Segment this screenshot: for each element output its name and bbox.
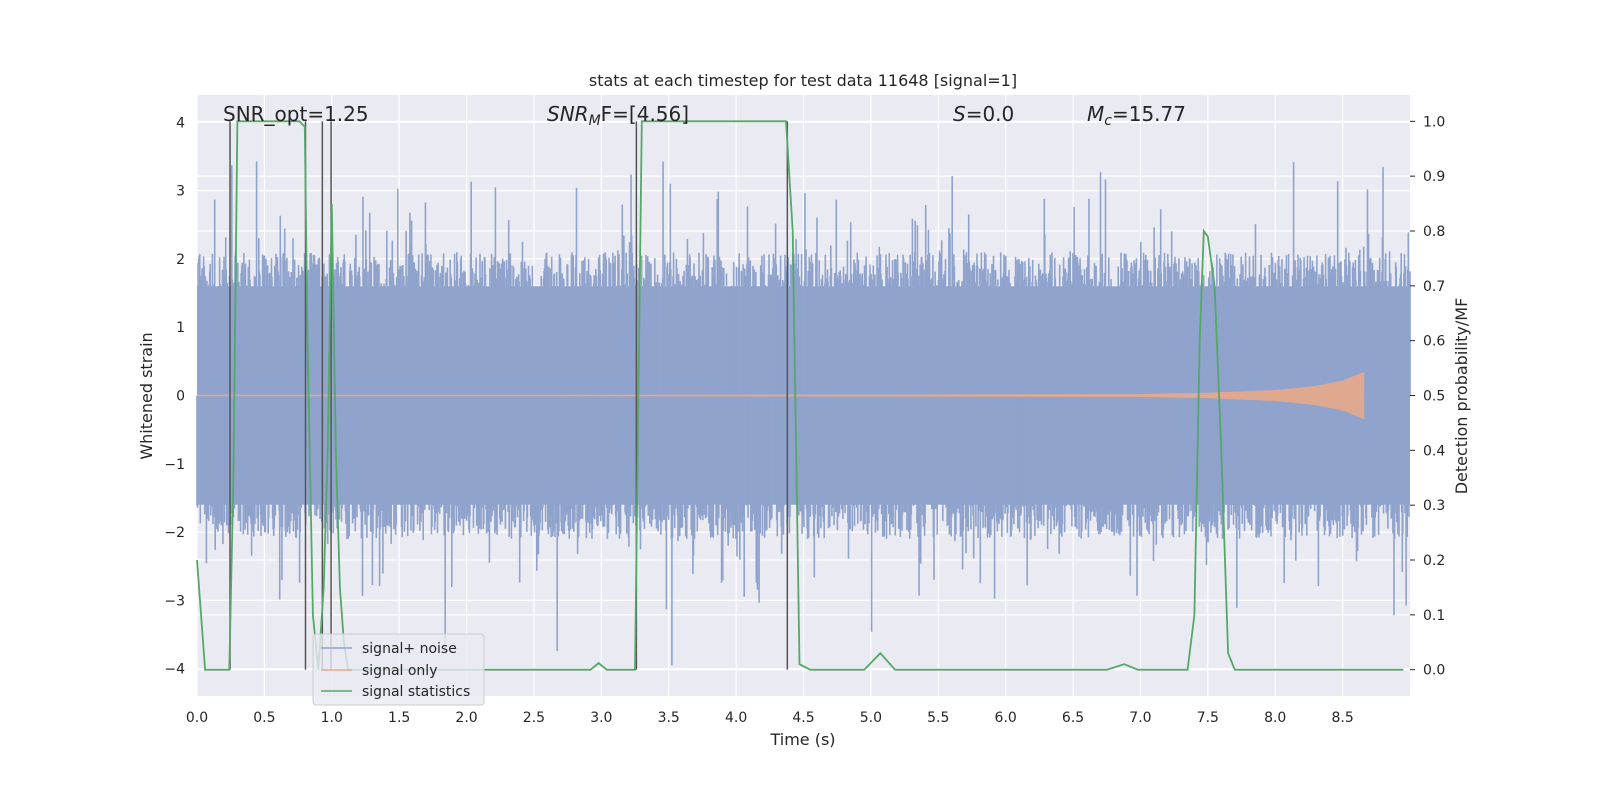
annotation-snr-mf: SNRMF=[4.56] — [547, 102, 689, 129]
x-tick-label: 5.0 — [860, 710, 882, 726]
annotation-s: S=0.0 — [953, 102, 1014, 126]
annotation-s-tail: =0.0 — [966, 102, 1015, 126]
annotation-s-main: S — [953, 102, 966, 126]
y-tick-labels: 4 3 2 1 0 −1 −2 −3 −4 — [164, 115, 185, 677]
x-tick-label: 0.0 — [186, 710, 208, 726]
chart-title: stats at each timestep for test data 116… — [589, 71, 1017, 90]
x-tick-label: 3.5 — [658, 710, 680, 726]
y-tick-label: −2 — [164, 525, 185, 541]
series-signal-only — [197, 371, 1365, 420]
x-tick-label: 8.5 — [1331, 710, 1353, 726]
annotation-mc-tail: =15.77 — [1112, 102, 1186, 126]
annotation-snr-mf-main: SNR — [547, 102, 589, 126]
x-tick-label: 1.0 — [321, 710, 343, 726]
y2-tick-labels: 1.0 0.9 0.8 0.7 0.6 0.5 0.4 0.3 0.2 0.1 0.0 — [1410, 114, 1445, 679]
y2-tick-label: 0.8 — [1423, 224, 1445, 240]
x-tick-label: 0.5 — [253, 710, 275, 726]
legend-label-signal-noise: signal+ noise — [362, 641, 457, 657]
y2-tick-label: 0.5 — [1423, 389, 1445, 405]
y-tick-label: 1 — [176, 320, 185, 336]
y2-tick-label: 0.7 — [1423, 279, 1445, 295]
x-tick-label: 7.5 — [1197, 710, 1219, 726]
x-tick-label: 3.0 — [590, 710, 612, 726]
y2-tick-label: 0.6 — [1423, 334, 1445, 350]
annotation-mc-main: M — [1087, 102, 1104, 126]
y2-tick-label: 0.3 — [1423, 498, 1445, 514]
y2-tick-label: 1.0 — [1423, 114, 1445, 130]
x-tick-label: 6.0 — [995, 710, 1017, 726]
x-tick-label: 4.0 — [725, 710, 747, 726]
x-tick-label: 8.0 — [1264, 710, 1286, 726]
x-tick-label: 7.0 — [1129, 710, 1151, 726]
y2-tick-label: 0.1 — [1423, 608, 1445, 624]
y-tick-label: 4 — [176, 115, 185, 131]
y-tick-label: −3 — [164, 593, 185, 609]
annotation-mc: Mc=15.77 — [1087, 102, 1186, 129]
x-tick-label: 6.5 — [1062, 710, 1084, 726]
y2-axis-label: Detection probability/MF — [1452, 298, 1471, 495]
y-tick-label: 3 — [176, 184, 185, 200]
annotation-snr-mf-tail: F=[4.56] — [601, 102, 689, 126]
legend: signal+ noise signal only signal statist… — [312, 633, 485, 706]
signal-statistics-line — [196, 120, 1404, 671]
legend-label-signal-statistics: signal statistics — [362, 684, 470, 700]
x-tick-label: 4.5 — [792, 710, 814, 726]
annotation-snr-opt: SNR_opt=1.25 — [223, 102, 369, 126]
x-tick-label: 2.0 — [455, 710, 477, 726]
y2-tick-label: 0.0 — [1423, 663, 1445, 679]
legend-box — [312, 633, 485, 706]
series-signal-statistics — [196, 120, 1404, 671]
x-tick-labels: 0.0 0.5 1.0 1.5 2.0 2.5 3.0 3.5 4.0 4.5 5.0 5.5 6.0 6… — [186, 710, 1354, 726]
y-tick-label: −4 — [164, 662, 185, 678]
y-tick-label: −1 — [164, 457, 185, 473]
x-tick-label: 2.5 — [523, 710, 545, 726]
legend-label-signal-only: signal only — [362, 663, 437, 679]
y2-tick-label: 0.4 — [1423, 443, 1445, 459]
y-axis-label: Whitened strain — [137, 332, 156, 459]
annotation-snr-mf-sub: M — [589, 113, 601, 129]
annotation-mc-sub: c — [1104, 113, 1112, 129]
x-tick-label: 5.5 — [927, 710, 949, 726]
x-axis-label: Time (s) — [769, 730, 835, 749]
y-tick-label: 0 — [176, 389, 185, 405]
y2-tick-label: 0.9 — [1423, 169, 1445, 185]
y-tick-label: 2 — [176, 252, 185, 268]
y2-tick-label: 0.2 — [1423, 553, 1445, 569]
x-tick-label: 1.5 — [388, 710, 410, 726]
